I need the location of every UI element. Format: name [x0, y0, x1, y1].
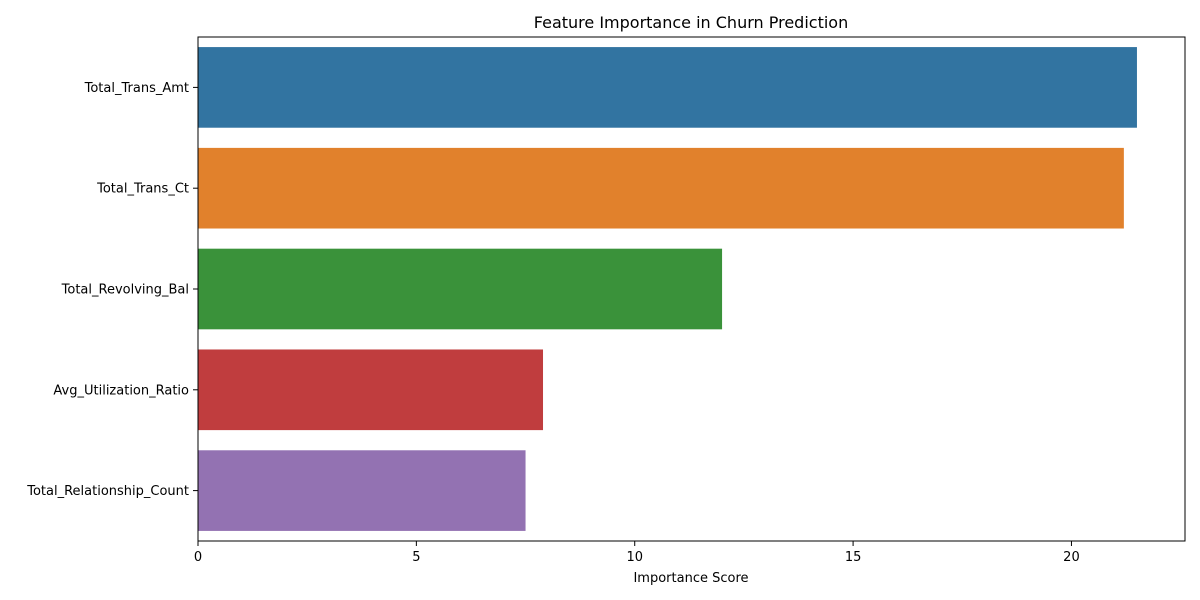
bars-layer	[198, 47, 1137, 531]
x-tick-label: 5	[412, 550, 420, 565]
x-axis-label: Importance Score	[633, 571, 748, 586]
x-tick-label: 20	[1063, 550, 1080, 565]
bar-total-trans-amt	[198, 47, 1137, 128]
y-tick-label: Total_Trans_Amt	[84, 81, 189, 96]
y-tick-label: Total_Revolving_Bal	[61, 283, 189, 298]
y-tick-label: Avg_Utilization_Ratio	[53, 383, 189, 398]
ticks-layer: Total_Trans_Amt Total_Trans_Ct Total_Revol…	[26, 81, 1080, 565]
y-tick-label: Total_Relationship_Count	[26, 484, 189, 499]
x-tick-label: 0	[194, 550, 202, 565]
chart-title: Feature Importance in Churn Prediction	[534, 13, 848, 32]
y-tick-label: Total_Trans_Ct	[96, 182, 189, 197]
x-tick-label: 10	[626, 550, 643, 565]
bar-total-trans-ct	[198, 147, 1124, 229]
bar-total-relationship-count	[198, 450, 526, 531]
x-tick-label: 15	[845, 550, 862, 565]
bar-avg-utilization-ratio	[198, 349, 544, 431]
bar-total-revolving-bal	[198, 248, 723, 330]
